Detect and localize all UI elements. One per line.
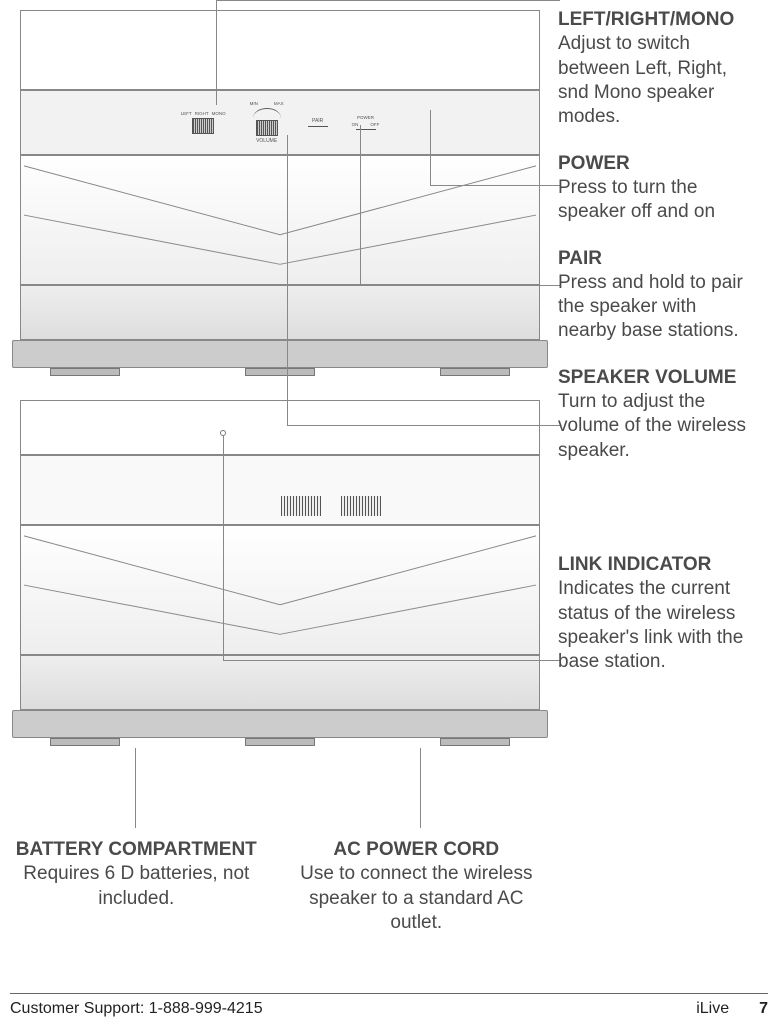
callout-desc: Use to connect the wireless speaker to a… [300,863,532,933]
footer-right: iLive 7 [696,1000,768,1018]
callout-ac-power: AC POWER CORD Use to connect the wireles… [283,838,550,935]
perspective-lines-icon [21,156,539,284]
callout-desc: Press and hold to pair the speaker with … [558,272,743,342]
callout-desc: Indicates the current status of the wire… [558,578,743,672]
volume-dial-icon [256,120,278,136]
callout-desc: Press to turn the speaker off and on [558,177,715,222]
power-switch-group: POWER ON OFF [352,115,380,130]
callout-volume: SPEAKER VOLUME Turn to adjust the volume… [558,366,748,463]
bottom-callouts-row: BATTERY COMPARTMENT Requires 6 D batteri… [10,838,550,935]
leader-line [287,425,560,426]
control-panel: LEFT RIGHT MONO MIN MAX VOLUME PAIR [20,90,540,155]
label-right: RIGHT [195,111,209,116]
callout-battery: BATTERY COMPARTMENT Requires 6 D batteri… [10,838,263,935]
speaker-top-view [20,10,540,90]
speaker-lower-body [20,525,540,655]
label-volume: VOLUME [256,138,277,144]
volume-arc-icon [253,108,281,118]
leader-line [135,748,136,828]
callout-desc: Requires 6 D batteries, not included. [23,863,249,908]
speaker-lower-base [20,655,540,710]
label-on: ON [352,122,359,127]
volume-dial-group: MIN MAX VOLUME [250,101,284,144]
mode-labels: LEFT RIGHT MONO [181,111,226,116]
leader-line [223,660,560,661]
label-power: POWER [357,115,374,120]
power-labels: POWER [357,115,374,120]
speaker-lower-plate [12,710,548,738]
foot-icon [440,368,510,376]
leader-line [430,185,560,186]
speaker-bottom-panel [20,455,540,525]
callout-power: POWER Press to turn the speaker off and … [558,152,748,225]
callout-title: LEFT/RIGHT/MONO [558,9,734,30]
leader-line [360,125,361,285]
label-min: MIN [250,101,258,106]
footer-brand: iLive [696,1000,729,1018]
diagram-area: LEFT RIGHT MONO MIN MAX VOLUME PAIR [20,0,540,810]
callout-pair: PAIR Press and hold to pair the speaker … [558,247,748,344]
callout-title: BATTERY COMPARTMENT [16,839,257,860]
vent-icon [341,496,381,516]
callout-title: AC POWER CORD [333,839,499,860]
callout-desc: Turn to adjust the volume of the wireles… [558,391,746,461]
footer-page-number: 7 [759,1000,768,1018]
callout-title: LINK INDICATOR [558,554,711,575]
callout-lr-mono: LEFT/RIGHT/MONO Adjust to switch between… [558,8,748,130]
foot-icon [440,738,510,746]
callout-desc: Adjust to switch between Left, Right, sn… [558,33,727,127]
callout-link-indicator: LINK INDICATOR Indicates the current sta… [558,553,748,675]
power-switch-icon [356,129,376,130]
perspective-lines-icon [21,526,539,654]
page: LEFT RIGHT MONO MIN MAX VOLUME PAIR [0,0,778,1036]
foot-icon [50,738,120,746]
pair-button-icon [308,126,328,127]
callout-title: PAIR [558,248,602,269]
foot-icon [50,368,120,376]
page-footer: Customer Support: 1-888-999-4215 iLive 7 [10,993,768,1018]
pair-button-group: PAIR [308,118,328,127]
foot-icon [245,738,315,746]
label-pair: PAIR [312,118,323,124]
foot-icon [245,368,315,376]
footer-support: Customer Support: 1-888-999-4215 [10,1000,263,1018]
label-left: LEFT [181,111,192,116]
label-max: MAX [274,101,284,106]
leader-line [223,435,224,660]
mode-switch-icon [192,118,214,134]
speaker-upper-body [20,155,540,285]
callout-title: SPEAKER VOLUME [558,367,736,388]
leader-line [287,135,288,425]
callouts-right-column: LEFT/RIGHT/MONO Adjust to switch between… [558,8,748,697]
volume-range-labels: MIN MAX [250,101,284,106]
leader-line [216,0,217,105]
leader-line [420,748,421,828]
speaker-upper-base [20,285,540,340]
label-mono: MONO [212,111,226,116]
power-onoff-labels: ON OFF [352,122,380,127]
mode-switch-group: LEFT RIGHT MONO [181,111,226,134]
speaker-upper-plate [12,340,548,368]
label-off: OFF [370,122,379,127]
leader-line [430,110,431,185]
vent-icon [281,496,321,516]
leader-line [360,285,560,286]
callout-title: POWER [558,153,630,174]
leader-line [216,0,560,1]
speaker-bottom-top-row [20,400,540,455]
